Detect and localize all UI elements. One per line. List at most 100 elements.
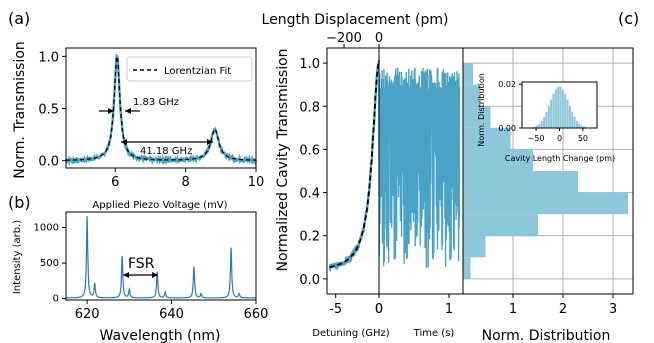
inset-bar [538,123,541,128]
chart-b-xlabel: Wavelength (nm) [100,328,221,343]
chart-c-detuning-xtick-label: -5 [329,302,342,317]
inset-bar [550,99,553,128]
chart-a-frame [65,47,257,169]
chart-c-histogram-xtick-label: 1 [509,302,517,317]
inset-bar [554,89,557,128]
chart-b: 620 640 660 0 500 1000 Wavelength (nm) Intens… [12,211,269,343]
inset-bar [575,120,578,128]
chart-c-ytick-label: 0.2 [299,230,320,245]
histogram-bar [463,214,538,236]
inset-bar [573,116,576,128]
inset-bar [540,120,543,128]
chart-a-ytick-label: 0.0 [38,155,59,170]
chart-b-ytick-label: 1000 [34,223,59,234]
chart-a-ytick-label: 0.5 [38,103,59,118]
inset-bar [582,126,585,128]
inset-bar [543,116,546,128]
chart-b-spectrum [66,216,256,299]
chart-c-ytick-label: 1.0 [299,57,320,72]
inset-bar [557,86,560,128]
chart-c-ytick-label: 0.6 [299,143,320,158]
chart-b-frame [65,211,257,301]
inset-ytick-label: 0.02 [498,80,516,89]
histogram-bar [463,84,481,107]
inset-bar [533,126,536,128]
chart-c-time: 0 1 Time (s) [375,47,464,339]
chart-a-xtick-label: 8 [181,175,189,190]
chart-c-detuning-fit [329,62,380,268]
inset-ylabel: Norm. Distribution [477,73,486,147]
fsr-arrow-b [123,272,158,278]
histogram-bar [463,149,533,171]
linewidth-arrows [99,108,140,114]
legend-entry: Lorentzian Fit [164,66,231,77]
histogram-bar [463,235,486,258]
inset-ytick-label: 0.00 [498,124,516,133]
panel-label-c: (c) [618,9,639,28]
chart-b-ytick-label: 0 [53,294,59,305]
chart-a-ytick-label: 1.0 [38,50,59,65]
chart-c-histogram-frame [462,47,634,295]
chart-b-ylabel: Intensity (arb.) [12,220,23,294]
chart-c-detuning-xtick-label: 0 [375,302,383,317]
chart-c-top-title: Length Displacement (pm) [262,12,449,28]
inset-bar [559,86,562,128]
inset-chart: −50 0 50 0.00 0.02 Cavity Length Change (pm)… [477,73,615,163]
chart-c-histogram: 1 2 3 Norm. Distribution [462,47,634,343]
inset-xtick-label: −50 [528,134,545,143]
chart-a-xtick-label: 10 [248,175,265,190]
chart-c-detuning: -5 0 0.0 0.2 0.4 0.6 0.8 1.0 −200 0 Detuning (GHz… [299,31,389,339]
fsr-label-b: FSR [128,256,155,272]
histogram-bar [463,171,578,193]
chart-c-time-xlabel: Time (s) [413,328,455,339]
inset-bar [552,93,555,128]
inset-bar [564,93,567,128]
chart-b-xtick-label: 620 [75,307,100,322]
chart-c-time-trace [378,67,461,268]
chart-c-ytick-label: 0.0 [299,273,320,288]
inset-bar [566,99,569,128]
chart-a: 6 8 10 0.0 0.5 1.0 Applied Piezo Voltage (mV)… [12,41,264,211]
inset-xtick-label: 50 [578,134,588,143]
chart-c-time-xtick-label: 0 [375,302,383,317]
chart-a-ylabel: Norm. Transmission [12,41,28,179]
chart-a-fit-line [66,55,256,161]
histogram-bar [463,257,471,279]
chart-c-histogram-xtick-label: 3 [609,302,617,317]
panel-label-a: (a) [8,9,30,28]
chart-c-histogram-xlabel: Norm. Distribution [482,328,611,343]
chart-c-top-tick-label: −200 [326,31,362,46]
chart-a-xtick-label: 6 [111,175,119,190]
chart-b-ytick-label: 500 [40,258,59,269]
inset-xlabel: Cavity Length Change (pm) [505,154,615,163]
inset-bar [578,123,581,128]
inset-bar [571,111,574,128]
chart-b-xtick-label: 640 [159,307,184,322]
inset-bar [545,111,548,128]
chart-c-ytick-label: 0.8 [299,100,320,115]
chart-a-legend: Lorentzian Fit [126,56,253,82]
histogram-bar [463,192,628,215]
linewidth-label: 1.83 GHz [133,97,179,108]
chart-c-ylabel: Normalized Cavity Transmission [275,48,291,271]
inset-bar [561,89,564,128]
chart-c-histogram-xtick-label: 2 [559,302,567,317]
chart-b-xtick-label: 660 [244,307,269,322]
chart-c-detuning-xlabel: Detuning (GHz) [312,328,390,339]
inset-bar [547,105,550,128]
histogram-bar [463,63,473,85]
fsr-arrow-a [121,139,213,145]
inset-bar [580,125,583,128]
panel-label-b: (b) [8,193,31,212]
chart-c-time-xtick-label: 1 [445,302,453,317]
chart-c-ytick-label: 0.4 [299,187,320,202]
chart-c-top-tick-label: 0 [375,31,383,46]
histogram-bar [463,127,511,150]
inset-xtick-label: 0 [557,134,562,143]
inset-bar [536,125,539,128]
inset-bar [568,105,571,128]
fsr-label-a: 41.18 GHz [140,146,192,157]
chart-a-xlabel: Applied Piezo Voltage (mV) [92,200,227,211]
histogram-bar [463,106,491,128]
